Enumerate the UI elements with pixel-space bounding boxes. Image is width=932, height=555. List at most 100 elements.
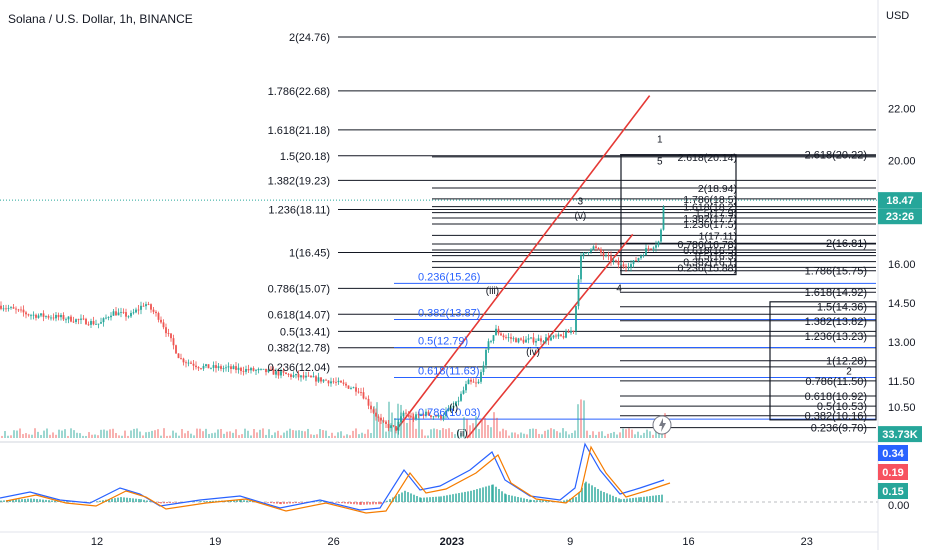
time-tick-label: 12 [91, 536, 103, 548]
candle-body [68, 317, 70, 320]
volume-bar [73, 430, 75, 438]
candle-body [43, 313, 45, 316]
volume-bar [322, 430, 324, 438]
candle-body [583, 253, 585, 255]
oscillator-histogram-bar [649, 496, 651, 502]
volume-bar [286, 431, 288, 438]
candle-body [33, 315, 35, 316]
oscillator-histogram-bar [45, 500, 47, 502]
candle-body [655, 245, 657, 247]
price-tick-label: 20.00 [888, 155, 916, 167]
oscillator-histogram-bar [464, 492, 466, 502]
candle-body [40, 313, 42, 315]
candle-body [480, 372, 482, 382]
candle-body [638, 258, 640, 261]
oscillator-histogram-bar [203, 501, 205, 502]
oscillator-histogram-bar [298, 502, 300, 503]
candle-body [110, 316, 112, 317]
candle-body [365, 398, 367, 399]
candle-body [130, 313, 132, 316]
candle-body [645, 248, 647, 255]
volume-bar [151, 431, 153, 438]
volume-bar [277, 431, 279, 438]
volume-bar [448, 428, 450, 438]
volume-bar [526, 434, 528, 438]
volume-bar [304, 431, 306, 438]
volume-bar [46, 428, 48, 438]
fib-left-label: 0.786(15.07) [268, 283, 330, 295]
oscillator-histogram-bar [356, 502, 358, 504]
volume-bar [352, 431, 354, 438]
time-tick-label: 9 [567, 536, 573, 548]
oscillator-histogram-bar [661, 495, 663, 502]
oscillator-histogram-bar [372, 502, 374, 504]
oscillator-histogram-bar [146, 500, 148, 502]
volume-bar [451, 432, 453, 438]
price-tick-label: 11.50 [888, 376, 915, 388]
candle-body [518, 338, 520, 342]
wave-label: (i) [449, 403, 458, 414]
candle-body [508, 337, 510, 338]
oscillator-histogram-bar [429, 497, 431, 502]
volume-bar [631, 430, 633, 438]
oscillator-histogram-bar [620, 499, 622, 502]
oscillator-histogram-bar [591, 485, 593, 502]
oscillator-histogram-bar [380, 502, 382, 504]
candle-body [105, 318, 107, 319]
volume-bar [334, 436, 336, 438]
price-tick-label: 14.50 [888, 298, 916, 310]
volume-bar [469, 425, 471, 438]
volume-bar [574, 431, 576, 438]
candle-body [575, 306, 577, 331]
oscillator-histogram-bar [632, 498, 634, 502]
oscillator-histogram-bar [375, 502, 377, 504]
candle-body [165, 327, 167, 333]
oscillator-histogram-bar [273, 502, 275, 503]
candle-body [623, 264, 625, 266]
candle-body [510, 337, 512, 339]
candle-body [113, 311, 115, 315]
volume-bar [25, 433, 27, 438]
candle-body [245, 369, 247, 372]
volume-bar [598, 432, 600, 438]
volume-bar [604, 436, 606, 438]
candle-body [53, 318, 55, 319]
oscillator-histogram-bar [413, 495, 415, 502]
volume-bar [85, 436, 87, 438]
candle-body [260, 369, 262, 370]
volume-bar [205, 429, 207, 438]
oscillator-histogram-bar [655, 495, 657, 502]
candle-body [380, 418, 382, 421]
oscillator-histogram-bar [440, 496, 442, 502]
candle-body [295, 374, 297, 375]
candle-body [573, 331, 575, 332]
oscillator-histogram-bar [126, 498, 128, 502]
volume-bar [385, 432, 387, 438]
oscillator-histogram-bar [158, 502, 160, 503]
oscillator-histogram-bar [149, 501, 151, 502]
volume-bar [559, 433, 561, 438]
candle-body [118, 313, 120, 316]
candle-body [223, 368, 225, 369]
volume-bar [346, 434, 348, 438]
volume-bar [232, 433, 234, 438]
time-tick-label: 23 [801, 536, 813, 548]
fib-left-label: 1.786(22.68) [268, 86, 330, 98]
volume-bar [550, 428, 552, 438]
candle-body [595, 246, 597, 248]
candle-body [605, 255, 607, 256]
volume-bar [442, 428, 444, 438]
candle-body [495, 329, 497, 335]
oscillator-histogram-bar [286, 502, 288, 504]
fib-left-label: 0.5(13.41) [280, 326, 330, 338]
candle-body [150, 304, 152, 309]
volume-bar [301, 431, 303, 438]
volume-bar [328, 436, 330, 438]
oscillator-histogram-bar [501, 491, 503, 502]
oscillator-histogram-bar [15, 500, 17, 502]
oscillator-histogram-bar [140, 499, 142, 502]
oscillator-histogram-bar [54, 501, 56, 502]
candle-body [143, 306, 145, 307]
volume-bar [82, 436, 84, 438]
